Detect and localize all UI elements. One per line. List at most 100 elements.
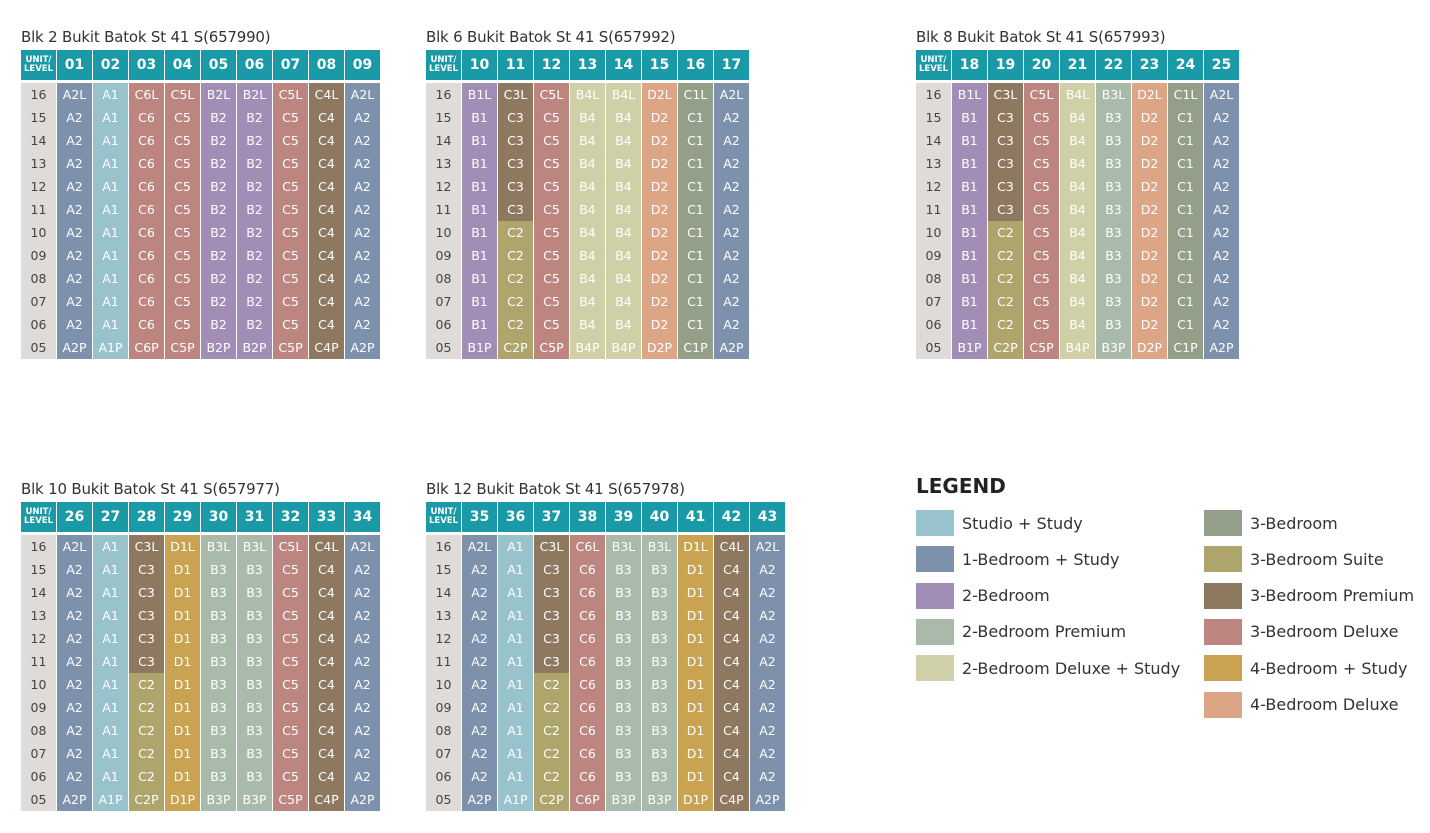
unit-cell: A2: [714, 198, 750, 221]
unit-cell: D1L: [165, 535, 201, 558]
unit-number-header: 07: [273, 50, 309, 80]
unit-cell: A2: [57, 719, 93, 742]
unit-cell: C2: [498, 221, 534, 244]
unit-cell: C5: [273, 581, 309, 604]
unit-cell: A2: [345, 313, 381, 336]
unit-cell: B3L: [642, 535, 678, 558]
unit-cell: C5: [165, 198, 201, 221]
unit-cell: C5: [273, 604, 309, 627]
unit-cell: B3: [642, 742, 678, 765]
unit-cell: C4: [309, 106, 345, 129]
unit-cell: A2P: [714, 336, 750, 359]
unit-number-header: 19: [988, 50, 1024, 80]
unit-number-header: 38: [570, 502, 606, 532]
unit-cell: C5: [534, 129, 570, 152]
unit-number-header: 23: [1132, 50, 1168, 80]
level-label: 16: [21, 83, 57, 106]
unit-cell: B4: [606, 221, 642, 244]
unit-cell: A1: [93, 152, 129, 175]
unit-number-header: 35: [462, 502, 498, 532]
unit-cell: D2: [642, 106, 678, 129]
unit-column: 34 A2L A2 A2 A2 A2 A2 A2 A2 A2 A2 A2 A2P: [345, 502, 381, 811]
unit-cell: C3: [498, 129, 534, 152]
unit-column: 03 C6L C6 C6 C6 C6 C6 C6 C6 C6 C6 C6 C6P: [129, 50, 165, 359]
unit-cell: D2: [642, 221, 678, 244]
legend-label: 4-Bedroom + Study: [1250, 658, 1408, 678]
unit-number-header: 12: [534, 50, 570, 80]
unit-cell: D1: [678, 765, 714, 788]
unit-cell: C1: [1168, 290, 1204, 313]
unit-cell: B3P: [642, 788, 678, 811]
unit-cell: C6: [570, 558, 606, 581]
unit-cell: C3L: [129, 535, 165, 558]
unit-cell: B3: [1096, 267, 1132, 290]
unit-cell: C1: [678, 244, 714, 267]
unit-cell: C2P: [534, 788, 570, 811]
unit-cell: B3: [201, 627, 237, 650]
unit-cell: D1: [165, 696, 201, 719]
unit-cell: A2: [57, 696, 93, 719]
unit-cell: C6: [129, 129, 165, 152]
unit-column: 38 C6L C6 C6 C6 C6 C6 C6 C6 C6 C6 C6 C6P: [570, 502, 606, 811]
unit-cell: B3L: [606, 535, 642, 558]
unit-cell: C5L: [534, 83, 570, 106]
level-label: 05: [21, 788, 57, 811]
unit-cell: A2: [57, 290, 93, 313]
unit-cell: A2: [714, 106, 750, 129]
unit-cell: D2: [1132, 221, 1168, 244]
unit-cell: A2: [1204, 244, 1240, 267]
unit-cell: B4: [1060, 152, 1096, 175]
level-label: 07: [426, 290, 462, 313]
unit-cell: A2: [345, 152, 381, 175]
unit-column: 22 B3L B3 B3 B3 B3 B3 B3 B3 B3 B3 B3 B3P: [1096, 50, 1132, 359]
unit-cell: C1: [1168, 313, 1204, 336]
unit-cell: D1: [678, 558, 714, 581]
unit-cell: B4: [570, 198, 606, 221]
unit-cell: C4: [309, 244, 345, 267]
level-label: 15: [21, 106, 57, 129]
unit-cell: C5: [1024, 313, 1060, 336]
unit-cell: A2P: [462, 788, 498, 811]
unit-cell: B3: [237, 581, 273, 604]
unit-cell: A2: [57, 627, 93, 650]
unit-cell: A2L: [345, 535, 381, 558]
unit-cell: A2: [57, 267, 93, 290]
unit-column: 35 A2L A2 A2 A2 A2 A2 A2 A2 A2 A2 A2 A2P: [462, 502, 498, 811]
level-label: 09: [426, 696, 462, 719]
unit-cell: C3: [534, 627, 570, 650]
unit-cell: B4: [570, 313, 606, 336]
block-table-blk-6: Blk 6 Bukit Batok St 41 S(657992) UNIT/LE…: [426, 28, 750, 359]
unit-cell: A2: [1204, 198, 1240, 221]
block-title: Blk 8 Bukit Batok St 41 S(657993): [916, 28, 1166, 46]
level-column: UNIT/LEVEL 16 15 14 13 12 11 10 09 08 07 06 05: [426, 502, 462, 811]
unit-number-header: 13: [570, 50, 606, 80]
unit-cell: A2L: [714, 83, 750, 106]
unit-cell: B3: [237, 558, 273, 581]
unit-number-header: 39: [606, 502, 642, 532]
unit-cell: C2: [129, 742, 165, 765]
unit-column: 33 C4L C4 C4 C4 C4 C4 C4 C4 C4 C4 C4 C4P: [309, 502, 345, 811]
unit-cell: B3: [201, 765, 237, 788]
legend-swatch: [916, 546, 954, 573]
unit-cell: C4L: [714, 535, 750, 558]
unit-cell: B4: [606, 290, 642, 313]
unit-cell: A2: [345, 175, 381, 198]
unit-cell: D1L: [678, 535, 714, 558]
level-label: 11: [426, 650, 462, 673]
legend-item: 4-Bedroom Deluxe: [1204, 690, 1398, 720]
unit-cell: A2: [345, 604, 381, 627]
unit-cell: A1: [498, 581, 534, 604]
unit-cell: B3P: [201, 788, 237, 811]
unit-cell: B2: [237, 244, 273, 267]
unit-number-header: 24: [1168, 50, 1204, 80]
unit-cell: B2: [201, 198, 237, 221]
unit-cell: B1: [462, 244, 498, 267]
level-label: 10: [916, 221, 952, 244]
unit-cell: C4: [309, 650, 345, 673]
unit-cell: A2: [57, 765, 93, 788]
unit-cell: B3: [642, 558, 678, 581]
unit-cell: B2: [237, 106, 273, 129]
legend-swatch: [916, 655, 954, 682]
unit-cell: A2: [462, 604, 498, 627]
level-label: 15: [916, 106, 952, 129]
